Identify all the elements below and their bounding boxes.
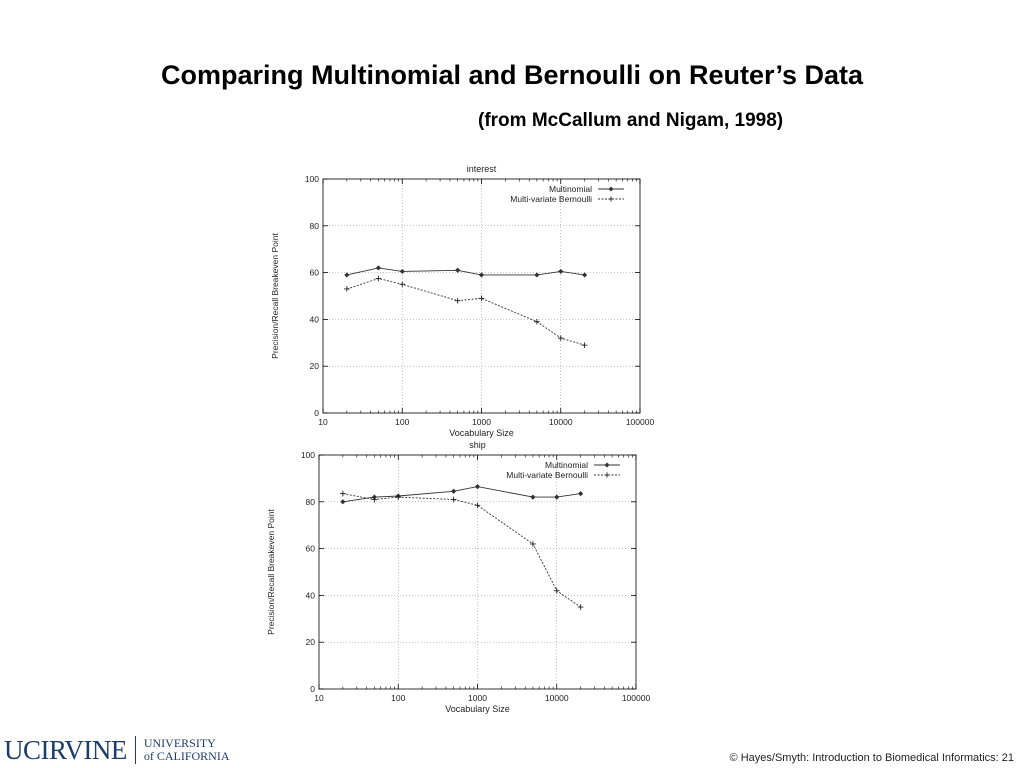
data-point-bernoulli	[553, 587, 560, 594]
y-axis-label: Precision/Recall Breakeven Point	[270, 233, 280, 359]
data-point-bernoulli	[399, 281, 406, 288]
data-point-bernoulli	[454, 297, 461, 304]
legend-swatch-marker	[604, 472, 610, 478]
y-tick-label: 0	[310, 684, 315, 694]
interest-chart: interest 0 20 40 60 80 100 10 100 1000 10000 100000…	[270, 164, 655, 438]
data-point-bernoulli	[534, 318, 540, 325]
x-axis-label: Vocabulary Size	[449, 428, 514, 438]
x-tick-label: 100	[391, 693, 405, 703]
slide-subtitle: (from McCallum and Nigam, 1998)	[478, 110, 784, 131]
x-tick-label: 10000	[549, 417, 573, 427]
x-tick-label: 100000	[622, 693, 651, 703]
y-tick-label: 100	[301, 450, 315, 460]
logo-uci-text: UCIRVINE	[4, 734, 127, 765]
legend-swatch-marker	[604, 462, 610, 468]
legend-label: Multinomial	[545, 460, 588, 470]
y-tick-label: 20	[310, 361, 320, 371]
y-tick-label: 20	[306, 637, 316, 647]
y-tick-label: 100	[305, 174, 319, 184]
data-point-bernoulli	[474, 502, 481, 509]
chart-title: interest	[467, 164, 497, 174]
data-point-bernoulli	[450, 496, 457, 503]
y-tick-label: 40	[306, 590, 316, 600]
data-point-bernoulli	[581, 342, 588, 348]
series-line-bernoulli	[346, 278, 585, 346]
logo-uc-line2: of CALIFORNIA	[143, 749, 230, 763]
data-point-bernoulli	[395, 494, 402, 500]
data-point-bernoulli	[340, 490, 346, 497]
x-tick-label: 100000	[626, 417, 655, 427]
data-point-bernoulli	[577, 604, 584, 610]
data-point-multinomial	[340, 499, 346, 505]
data-point-multinomial	[375, 265, 381, 271]
legend-swatch-marker	[608, 186, 614, 192]
logo-uc-text: UNIVERSITY of CALIFORNIA	[144, 737, 230, 763]
data-point-bernoulli	[530, 541, 536, 547]
ship-chart: ship 0 20 40 60 80 100 10 100 1000 10000 100000 Voca…	[266, 440, 651, 714]
x-tick-label: 100	[395, 417, 409, 427]
y-tick-label: 80	[306, 497, 316, 507]
legend-label: Multi-variate Bernoulli	[506, 470, 588, 480]
y-tick-label: 40	[310, 314, 320, 324]
data-point-bernoulli	[375, 275, 382, 282]
y-axis-label: Precision/Recall Breakeven Point	[266, 509, 276, 635]
data-point-bernoulli	[478, 295, 485, 302]
data-point-multinomial	[558, 268, 564, 275]
data-point-multinomial	[534, 272, 540, 278]
data-point-multinomial	[474, 483, 481, 490]
data-point-multinomial	[344, 272, 350, 278]
logo-uc-line1: UNIVERSITY	[143, 736, 216, 750]
data-point-bernoulli	[557, 335, 564, 341]
data-point-bernoulli	[344, 286, 350, 292]
data-point-multinomial	[554, 494, 560, 500]
y-tick-label: 80	[310, 221, 320, 231]
x-tick-label: 10	[314, 693, 324, 703]
legend-label: Multi-variate Bernoulli	[510, 194, 592, 204]
data-point-multinomial	[582, 272, 588, 278]
legend-swatch-marker	[608, 196, 614, 202]
chart-title: ship	[469, 440, 486, 450]
legend-label: Multinomial	[549, 184, 592, 194]
data-point-multinomial	[455, 267, 461, 273]
x-tick-label: 1000	[472, 417, 491, 427]
y-tick-label: 60	[310, 268, 320, 278]
x-tick-label: 1000	[468, 693, 487, 703]
data-point-multinomial	[478, 272, 485, 278]
y-tick-label: 0	[314, 408, 319, 418]
x-tick-label: 10	[318, 417, 328, 427]
uc-irvine-logo: UCIRVINE UNIVERSITY of CALIFORNIA	[4, 733, 230, 767]
data-point-multinomial	[451, 488, 457, 494]
x-axis-label: Vocabulary Size	[445, 704, 510, 714]
series-line-multinomial	[342, 486, 581, 503]
y-tick-label: 60	[306, 544, 316, 554]
logo-divider	[134, 736, 136, 764]
slide-title: Comparing Multinomial and Bernoulli on R…	[160, 60, 864, 90]
data-point-bernoulli	[371, 496, 378, 503]
data-point-multinomial	[530, 494, 536, 500]
series-line-bernoulli	[342, 493, 581, 608]
x-tick-label: 10000	[545, 693, 569, 703]
data-point-multinomial	[578, 491, 584, 497]
data-point-multinomial	[399, 268, 405, 275]
copyright-text: © Hayes/Smyth: Introduction to Biomedica…	[729, 752, 1014, 764]
series-line-multinomial	[346, 267, 585, 276]
